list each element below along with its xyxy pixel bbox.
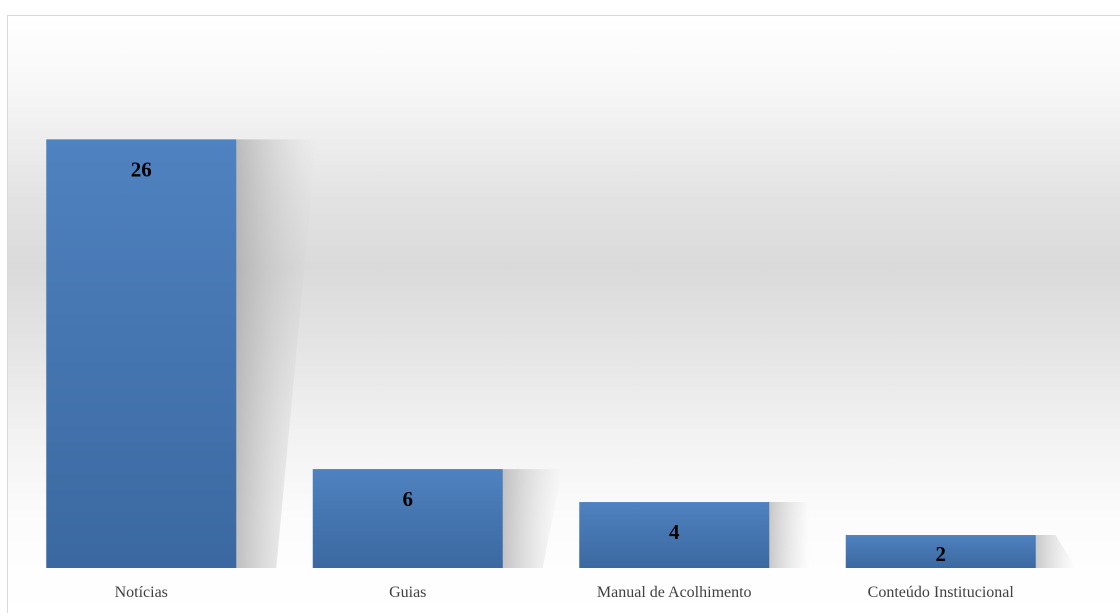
data-labels-group: 26 6 4 2 — [131, 157, 946, 566]
data-label-guias: 6 — [403, 487, 414, 511]
data-label-manual-de-acolhimento: 4 — [669, 520, 680, 544]
data-label-conteudo-institucional: 2 — [936, 542, 947, 566]
bar-manual-de-acolhimento — [579, 502, 770, 568]
bar-shadow-guias — [492, 469, 563, 568]
bars-group — [46, 139, 1036, 568]
category-label-manual-de-acolhimento: Manual de Acolhimento — [597, 584, 752, 601]
bar-noticias — [46, 139, 237, 568]
bar-shadow-noticias — [226, 139, 317, 568]
bar-guias — [312, 469, 503, 568]
bar-conteudo-institucional — [845, 535, 1036, 568]
category-label-guias: Guias — [389, 584, 426, 601]
category-labels-group: Notícias Guias Manual de Acolhimento Conteú… — [115, 584, 1015, 601]
category-label-conteudo-institucional: Conteúdo Institucional — [868, 584, 1015, 601]
data-label-noticias: 26 — [131, 157, 152, 181]
bar-shadow-conteudo-institucional — [1025, 535, 1076, 568]
bar-shadow-manual-de-acolhimento — [759, 502, 810, 568]
category-label-noticias: Notícias — [115, 584, 168, 601]
bar-shadows — [226, 139, 1076, 568]
